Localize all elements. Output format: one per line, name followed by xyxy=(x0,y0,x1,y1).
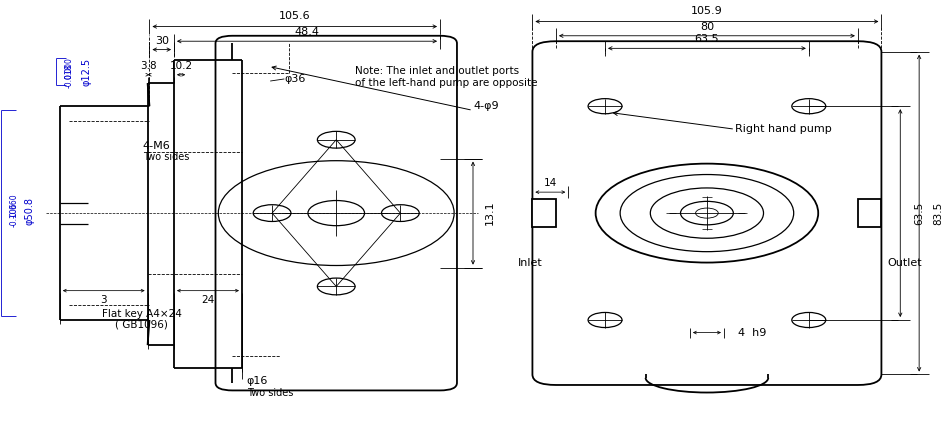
Text: -0.018: -0.018 xyxy=(64,64,74,88)
Text: 4  h9: 4 h9 xyxy=(738,327,766,338)
Text: 13.1: 13.1 xyxy=(485,201,495,225)
Text: 63.5: 63.5 xyxy=(694,34,719,44)
Text: Two sides: Two sides xyxy=(247,387,293,398)
Text: Right hand pump: Right hand pump xyxy=(735,124,832,134)
Text: φ16: φ16 xyxy=(247,376,268,386)
Text: Outlet: Outlet xyxy=(887,258,922,268)
Bar xyxy=(533,199,556,227)
Text: 83.5: 83.5 xyxy=(933,201,943,225)
Text: φ50.8: φ50.8 xyxy=(25,197,35,225)
Text: -0.106: -0.106 xyxy=(9,202,18,227)
Text: 10.2: 10.2 xyxy=(169,60,193,70)
Text: 105.9: 105.9 xyxy=(691,6,723,16)
Bar xyxy=(858,199,882,227)
Text: Two sides: Two sides xyxy=(143,151,189,162)
Text: 105.6: 105.6 xyxy=(279,11,310,21)
Text: Note: The inlet and outlet ports: Note: The inlet and outlet ports xyxy=(355,65,519,76)
Text: φ12.5: φ12.5 xyxy=(81,58,91,86)
Text: 80: 80 xyxy=(700,22,714,32)
Text: 30: 30 xyxy=(155,36,168,46)
FancyBboxPatch shape xyxy=(216,36,457,390)
Text: of the left-hand pump are opposite: of the left-hand pump are opposite xyxy=(355,78,537,88)
Text: 4-φ9: 4-φ9 xyxy=(473,101,499,111)
Text: ( GB1096): ( GB1096) xyxy=(115,319,167,329)
Text: 14: 14 xyxy=(544,178,557,188)
FancyBboxPatch shape xyxy=(533,41,882,385)
Text: 0.000: 0.000 xyxy=(64,57,74,79)
Text: Flat key A4×24: Flat key A4×24 xyxy=(101,309,182,319)
Text: 3: 3 xyxy=(100,295,107,305)
Text: 24: 24 xyxy=(201,295,215,305)
Text: φ36: φ36 xyxy=(285,74,306,84)
Text: 48.4: 48.4 xyxy=(294,27,320,37)
Text: Inlet: Inlet xyxy=(518,258,543,268)
Text: 3.8: 3.8 xyxy=(140,60,157,70)
Text: 63.5: 63.5 xyxy=(914,201,924,225)
Text: 4-M6: 4-M6 xyxy=(143,141,170,151)
Text: -0.060: -0.060 xyxy=(9,194,18,218)
